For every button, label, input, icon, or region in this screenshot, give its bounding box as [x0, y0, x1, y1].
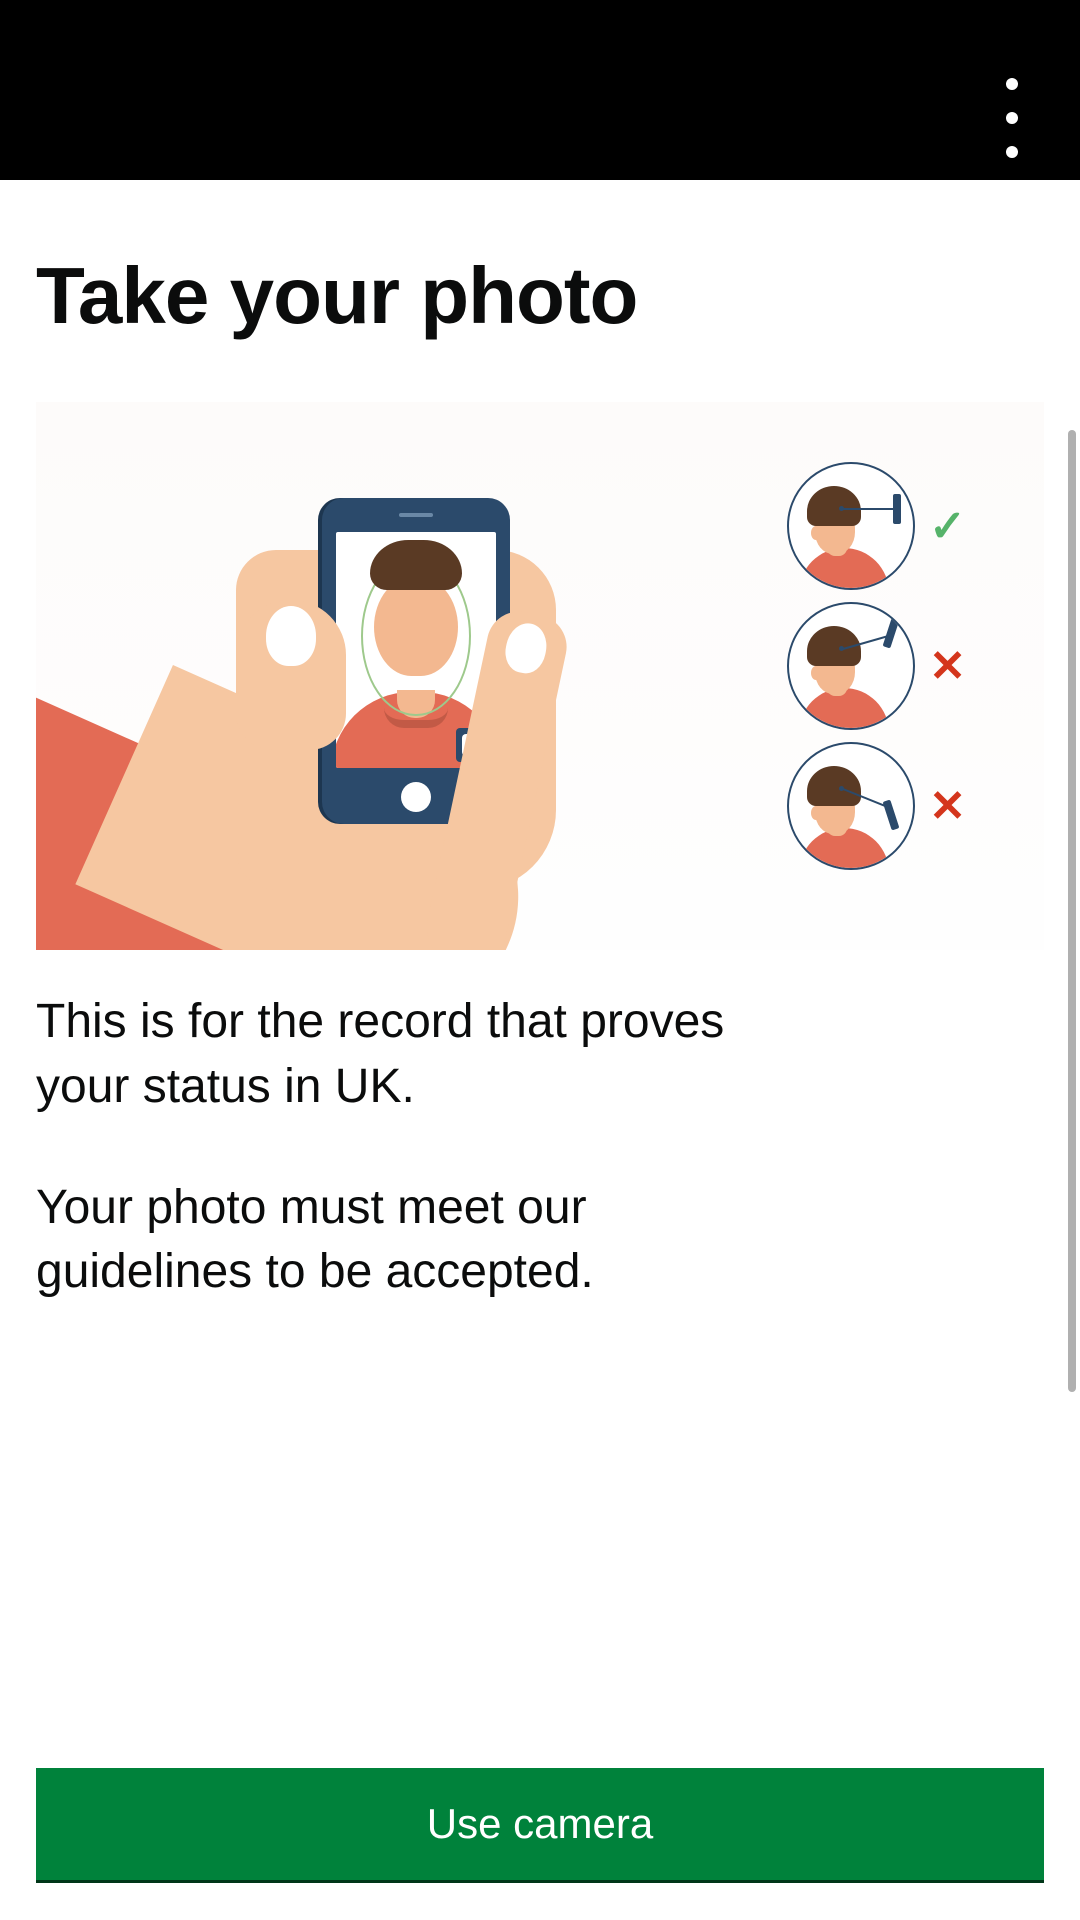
- content-area: Take your photo: [0, 180, 1080, 1305]
- example-wrong-low: ✕: [787, 742, 966, 870]
- page-title: Take your photo: [36, 250, 1044, 342]
- photo-guidelines-illustration: ✓ ✕: [36, 402, 1044, 950]
- angle-examples: ✓ ✕: [787, 462, 966, 870]
- app-bar: [0, 0, 1080, 180]
- scrollbar[interactable]: [1068, 430, 1076, 1392]
- more-vert-icon: [1006, 78, 1018, 90]
- use-camera-button[interactable]: Use camera: [36, 1768, 1044, 1880]
- description-paragraph-1: This is for the record that proves your …: [36, 990, 756, 1120]
- more-options-button[interactable]: [992, 78, 1032, 158]
- check-icon: ✓: [929, 501, 966, 552]
- more-vert-icon: [1006, 112, 1018, 124]
- page-body: Take your photo: [0, 180, 1080, 1305]
- more-vert-icon: [1006, 146, 1018, 158]
- thumb-graphic: [236, 600, 346, 750]
- cross-icon: ✕: [929, 781, 966, 832]
- example-wrong-high: ✕: [787, 602, 966, 730]
- example-correct: ✓: [787, 462, 966, 590]
- description-paragraph-2: Your photo must meet our guidelines to b…: [36, 1176, 756, 1306]
- cross-icon: ✕: [929, 641, 966, 692]
- phone-home-icon: [401, 782, 431, 812]
